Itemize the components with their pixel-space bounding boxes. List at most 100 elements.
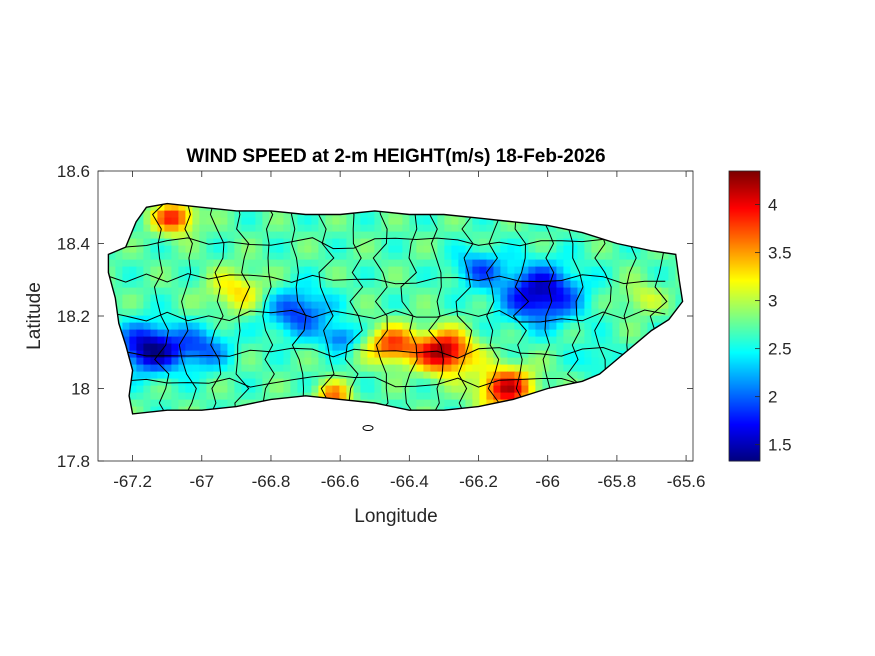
heat-cell xyxy=(262,364,270,373)
heat-cell xyxy=(605,273,613,282)
heat-cell xyxy=(171,343,179,352)
colorbar-swatch xyxy=(729,287,760,290)
heat-cell xyxy=(647,266,655,275)
heat-cell xyxy=(136,329,144,338)
heat-cell xyxy=(584,329,592,338)
heat-cell xyxy=(654,252,662,261)
colorbar-swatch xyxy=(729,365,760,368)
municipal-boundary xyxy=(108,374,666,388)
heat-cell xyxy=(549,273,557,282)
heat-cell xyxy=(493,287,501,296)
heat-cell xyxy=(409,315,417,324)
heat-cell xyxy=(549,287,557,296)
heat-cell xyxy=(304,343,312,352)
heat-cell xyxy=(213,210,221,219)
heat-cell xyxy=(409,224,417,233)
heat-cell xyxy=(381,357,389,366)
colorbar-swatch xyxy=(729,415,760,418)
heat-cell xyxy=(374,259,382,268)
heat-cell xyxy=(276,217,284,226)
heat-cell xyxy=(444,287,452,296)
heat-cell xyxy=(199,364,207,373)
heat-cell xyxy=(157,259,165,268)
heat-cell xyxy=(283,280,291,289)
heat-cell xyxy=(381,273,389,282)
heat-cell xyxy=(143,371,151,380)
heat-cell xyxy=(535,329,543,338)
heat-cell xyxy=(605,336,613,345)
municipal-boundary xyxy=(566,203,585,414)
colorbar-swatch xyxy=(729,339,760,342)
heat-cell xyxy=(157,301,165,310)
heat-cell xyxy=(444,385,452,394)
heat-cell xyxy=(143,399,151,408)
heat-cell xyxy=(563,294,571,303)
colorbar-swatch xyxy=(729,267,760,270)
heat-cell xyxy=(360,329,368,338)
heat-cell xyxy=(479,231,487,240)
heat-cell xyxy=(486,252,494,261)
heat-cell xyxy=(143,231,151,240)
heat-cell xyxy=(437,308,445,317)
heat-cell xyxy=(157,399,165,408)
heat-cell xyxy=(521,364,529,373)
heat-cell xyxy=(535,322,543,331)
heat-cell xyxy=(115,280,123,289)
heat-cell xyxy=(528,294,536,303)
heat-cell xyxy=(493,273,501,282)
heat-cell xyxy=(570,364,578,373)
heat-cell xyxy=(535,280,543,289)
heat-cell xyxy=(458,217,466,226)
heat-cell xyxy=(241,301,249,310)
heat-cell xyxy=(206,287,214,296)
heat-cell xyxy=(479,399,487,408)
heat-cell xyxy=(458,364,466,373)
heat-cell xyxy=(647,259,655,268)
heat-cell xyxy=(206,252,214,261)
heat-cell xyxy=(157,392,165,401)
heat-cell xyxy=(423,231,431,240)
heat-cell xyxy=(591,364,599,373)
heat-cell xyxy=(227,385,235,394)
colorbar-swatch xyxy=(729,257,760,260)
heat-cell xyxy=(430,308,438,317)
heat-cell xyxy=(199,329,207,338)
heat-cell xyxy=(143,273,151,282)
heat-cell xyxy=(283,245,291,254)
heat-cell xyxy=(276,294,284,303)
heat-cell xyxy=(486,357,494,366)
heat-cell xyxy=(192,392,200,401)
heat-cell xyxy=(185,322,193,331)
heat-cell xyxy=(409,385,417,394)
heat-cell xyxy=(549,294,557,303)
y-tick-label: 18.2 xyxy=(57,307,90,326)
heat-cell xyxy=(178,273,186,282)
heat-cell xyxy=(423,329,431,338)
heat-cell xyxy=(535,273,543,282)
heat-cell xyxy=(493,245,501,254)
heat-cell xyxy=(339,329,347,338)
heat-cell xyxy=(535,378,543,387)
heat-cell xyxy=(255,329,263,338)
heat-cell xyxy=(514,329,522,338)
heat-cell xyxy=(171,301,179,310)
heat-cell xyxy=(164,399,172,408)
heat-cell xyxy=(605,287,613,296)
heat-cell xyxy=(619,343,627,352)
heat-cell xyxy=(444,308,452,317)
colorbar-tick-label: 1.5 xyxy=(768,436,792,455)
heat-cell xyxy=(409,294,417,303)
heat-cell xyxy=(318,315,326,324)
heat-cell xyxy=(318,357,326,366)
heat-cell xyxy=(493,336,501,345)
heat-cell xyxy=(234,308,242,317)
heat-cell xyxy=(213,336,221,345)
heat-cell xyxy=(528,315,536,324)
heat-cell xyxy=(430,385,438,394)
heat-cell xyxy=(374,210,382,219)
heat-cell xyxy=(430,287,438,296)
heat-cell xyxy=(199,308,207,317)
heat-cell xyxy=(528,329,536,338)
heat-cell xyxy=(241,245,249,254)
heat-cell xyxy=(339,259,347,268)
